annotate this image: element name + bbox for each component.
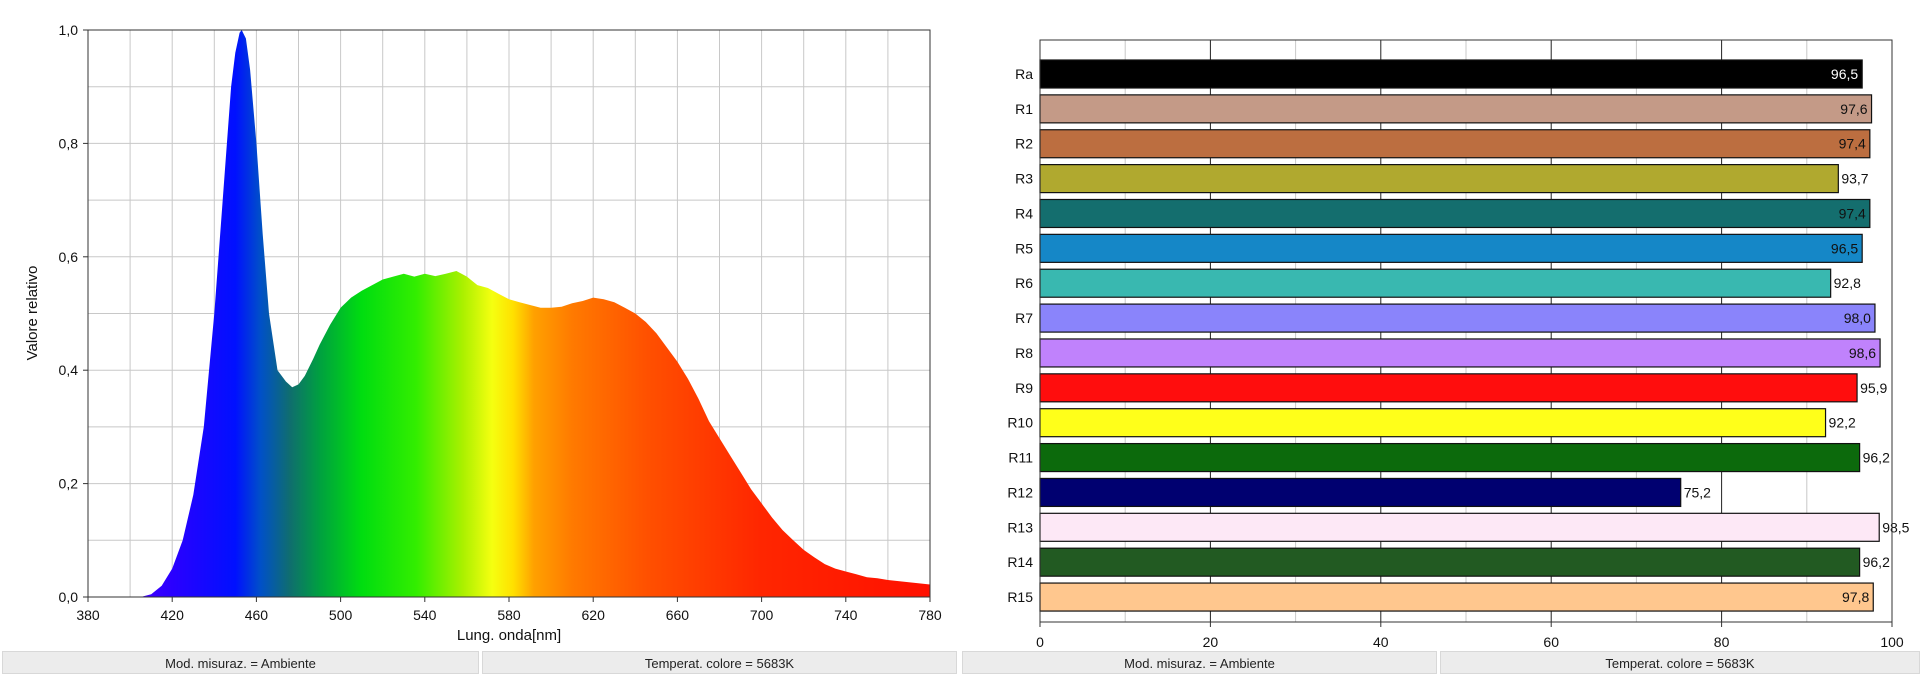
x-tick-label: 500 [329, 607, 353, 623]
y-tick-label: 0,8 [59, 135, 79, 151]
bar-r11 [1039, 442, 1861, 473]
x-tick-label: 60 [1543, 634, 1559, 650]
x-tick-label: 580 [497, 607, 521, 623]
category-label: R8 [1015, 345, 1033, 361]
bar-r10 [1039, 408, 1827, 438]
value-label: 97,4 [1839, 136, 1866, 152]
color-rendering-index-chart: Ra 96,5 R1 97,6 R2 97,4 R3 93,7 R4 97,4 R5 96,5 R6 92… [1007, 39, 1910, 650]
bar-r8 [1039, 338, 1881, 368]
x-tick-label: 780 [918, 607, 942, 623]
value-label: 96,2 [1863, 450, 1890, 466]
value-label: 97,8 [1842, 589, 1869, 605]
x-tick-labels: 380 420 460 500 540 580 620 660 700 740 780 [76, 597, 942, 623]
bar-r4 [1039, 198, 1871, 229]
category-label: R6 [1015, 275, 1033, 291]
y-tick-label: 0,6 [59, 249, 79, 265]
x-tick-label: 100 [1880, 634, 1904, 650]
value-label: 75,2 [1684, 484, 1711, 500]
x-tick-label: 620 [582, 607, 606, 623]
value-label: 98,6 [1849, 345, 1876, 361]
x-tick-label: 20 [1203, 634, 1219, 650]
category-label: R2 [1015, 136, 1033, 152]
y-axis-label: Valore relativo [24, 266, 41, 361]
bar-r1 [1039, 94, 1873, 124]
x-tick-label: 40 [1373, 634, 1389, 650]
bar-r2 [1039, 129, 1871, 159]
x-tick-labels: 0 20 40 60 80 100 [1036, 622, 1904, 650]
category-label: R12 [1007, 484, 1033, 500]
category-label: R15 [1007, 589, 1033, 605]
value-label: 97,6 [1840, 101, 1867, 117]
bar-r14 [1039, 547, 1861, 577]
value-label: 96,5 [1831, 66, 1858, 82]
y-tick-label: 0,2 [59, 476, 79, 492]
spectral-distribution-chart: 380 420 460 500 540 580 620 660 700 740 780 0,0 0,2… [24, 22, 942, 644]
bar-r12 [1039, 477, 1682, 508]
value-label: 98,5 [1882, 519, 1909, 535]
x-tick-label: 380 [76, 607, 100, 623]
value-label: 95,9 [1860, 380, 1887, 396]
bar-ra [1039, 59, 1863, 89]
spectrum-area [88, 30, 930, 597]
color-temperature-status: Temperat. colore = 5683K [1440, 651, 1920, 674]
bar-r3 [1039, 164, 1839, 194]
value-label: 97,4 [1839, 205, 1866, 221]
y-tick-label: 0,0 [59, 589, 79, 605]
value-label: 93,7 [1841, 171, 1868, 187]
color-temperature-status: Temperat. colore = 5683K [482, 651, 957, 674]
measurement-mode-status: Mod. misuraz. = Ambiente [962, 651, 1437, 674]
x-axis-label: Lung. onda[nm] [457, 627, 561, 644]
category-label: R4 [1015, 205, 1033, 221]
y-tick-labels: 0,0 0,2 0,4 0,6 0,8 1,0 [59, 22, 88, 605]
bar-r5 [1039, 233, 1863, 263]
x-tick-label: 0 [1036, 634, 1044, 650]
status-bar-left: Mod. misuraz. = Ambiente Temperat. color… [2, 651, 960, 676]
bar-r7 [1039, 303, 1876, 333]
x-tick-label: 660 [666, 607, 690, 623]
x-tick-label: 700 [750, 607, 774, 623]
value-label: 96,2 [1863, 554, 1890, 570]
measurement-mode-status: Mod. misuraz. = Ambiente [2, 651, 479, 674]
category-label: R5 [1015, 240, 1033, 256]
y-tick-label: 1,0 [59, 22, 79, 38]
y-tick-label: 0,4 [59, 362, 79, 378]
bar-r13 [1039, 512, 1880, 542]
value-label: 92,2 [1829, 415, 1856, 431]
category-label: R9 [1015, 380, 1033, 396]
x-tick-label: 540 [413, 607, 437, 623]
category-label: Ra [1015, 66, 1033, 82]
plot-frame [1039, 39, 1893, 623]
bar-r6 [1039, 268, 1832, 298]
category-label: R10 [1007, 415, 1033, 431]
x-tick-label: 420 [161, 607, 185, 623]
x-tick-label: 740 [834, 607, 858, 623]
category-label: R3 [1015, 171, 1033, 187]
x-tick-label: 460 [245, 607, 269, 623]
status-bar-right: Mod. misuraz. = Ambiente Temperat. color… [962, 651, 1920, 676]
bar-r15 [1039, 582, 1874, 612]
bar-r9 [1039, 373, 1858, 403]
value-label: 92,8 [1834, 275, 1861, 291]
x-tick-label: 80 [1714, 634, 1730, 650]
value-label: 98,0 [1844, 310, 1871, 326]
category-label: R7 [1015, 310, 1033, 326]
category-label: R11 [1008, 450, 1033, 466]
category-label: R14 [1007, 554, 1033, 570]
category-label: R13 [1007, 519, 1033, 535]
category-label: R1 [1015, 101, 1033, 117]
value-label: 96,5 [1831, 240, 1858, 256]
cri-bars: Ra 96,5 R1 97,6 R2 97,4 R3 93,7 R4 97,4 R5 96,5 R6 92… [1007, 59, 1910, 612]
